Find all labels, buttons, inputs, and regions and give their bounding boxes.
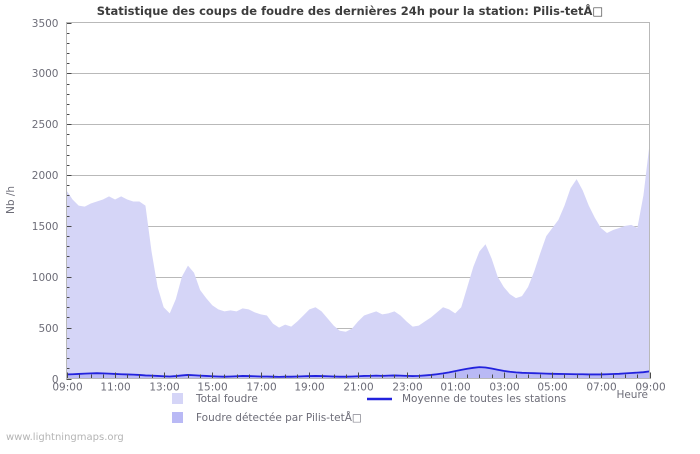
legend-label-moyenne: Moyenne de toutes les stations [402,393,566,405]
x-axis-tick-labels: 09:00 11:00 13:00 15:00 17:00 19:00 21:00 23:00… [52,382,665,394]
y-axis-title: Nb /h [5,186,17,214]
chart-title: Statistique des coups de foudre des dern… [97,3,604,18]
series-area-0 [66,144,650,379]
y-tick-label: 1500 [32,221,59,233]
x-tick-label: 01:00 [440,382,470,394]
x-tick-label: 07:00 [586,382,616,394]
x-axis-title: Heure [616,389,648,401]
legend-swatch-foudre-detectee [172,412,183,423]
x-tick-label: 03:00 [489,382,519,394]
y-tick-label: 2000 [32,170,59,182]
y-tick-label: 500 [38,323,58,335]
footer-attribution: www.lightningmaps.org [6,432,124,443]
series-layer [66,144,650,379]
legend-swatch-total-foudre [172,393,183,404]
x-tick-label: 09:00 [52,382,82,394]
x-tick-label: 19:00 [294,382,324,394]
x-tick-label: 09:00 [635,382,665,394]
y-tick-label: 3000 [32,68,59,80]
x-tick-label: 11:00 [100,382,130,394]
x-tick-label: 13:00 [149,382,179,394]
y-tick-label: 0 [52,374,59,386]
x-tick-label: 05:00 [537,382,567,394]
y-tick-label: 2500 [32,119,59,131]
x-tick-label: 15:00 [197,382,227,394]
series-area-1 [66,367,650,379]
plot-border [66,22,650,379]
y-axis-tick-labels: 0 500 1000 1500 2000 2500 3000 3500 [32,18,59,386]
y-tick-label: 1000 [32,272,59,284]
x-tick-label: 21:00 [343,382,373,394]
axis-ticks [66,23,651,380]
y-tick-label: 3500 [32,18,59,30]
chart-legend: Total foudre Moyenne de toutes les stati… [172,393,566,424]
x-tick-label: 23:00 [392,382,422,394]
x-tick-label: 17:00 [246,382,276,394]
legend-label-total-foudre: Total foudre [195,393,258,405]
legend-label-foudre-detectee: Foudre détectée par Pilis-tetÅ□ [196,411,362,424]
